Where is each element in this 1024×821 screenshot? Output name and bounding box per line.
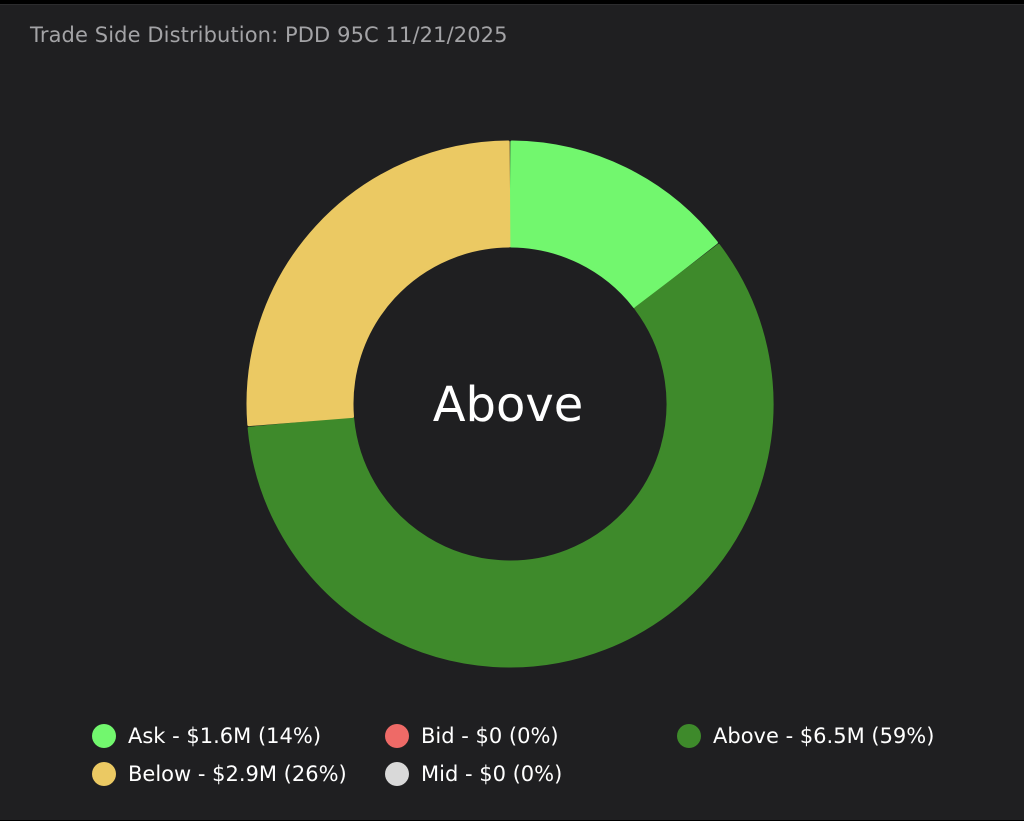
legend-label-above: Above - $6.5M (59%) (713, 724, 935, 748)
slice-below[interactable] (246, 140, 511, 427)
legend-dot-above (677, 724, 701, 748)
legend-label-mid: Mid - $0 (0%) (421, 762, 563, 786)
legend-label-below: Below - $2.9M (26%) (128, 762, 347, 786)
legend-dot-mid (385, 762, 409, 786)
legend-dot-bid (385, 724, 409, 748)
slice-above[interactable] (247, 243, 774, 668)
legend-item-ask[interactable]: Ask - $1.6M (14%) (92, 724, 321, 748)
legend-item-bid[interactable]: Bid - $0 (0%) (385, 724, 559, 748)
legend: Ask - $1.6M (14%) Bid - $0 (0%) Above - … (0, 5, 1024, 821)
center-label: Above (433, 377, 584, 433)
legend-item-above[interactable]: Above - $6.5M (59%) (677, 724, 934, 748)
legend-dot-below (92, 762, 116, 786)
donut-chart: Above (246, 140, 774, 668)
legend-label-ask: Ask - $1.6M (14%) (128, 724, 322, 748)
chart-title: Trade Side Distribution: PDD 95C 11/21/2… (30, 23, 508, 47)
legend-dot-ask (92, 724, 116, 748)
legend-label-bid: Bid - $0 (0%) (421, 724, 559, 748)
chart-card: Trade Side Distribution: PDD 95C 11/21/2… (0, 4, 1024, 820)
legend-item-mid[interactable]: Mid - $0 (0%) (385, 762, 562, 786)
legend-item-below[interactable]: Below - $2.9M (26%) (92, 762, 347, 786)
slice-ask[interactable] (509, 140, 718, 309)
